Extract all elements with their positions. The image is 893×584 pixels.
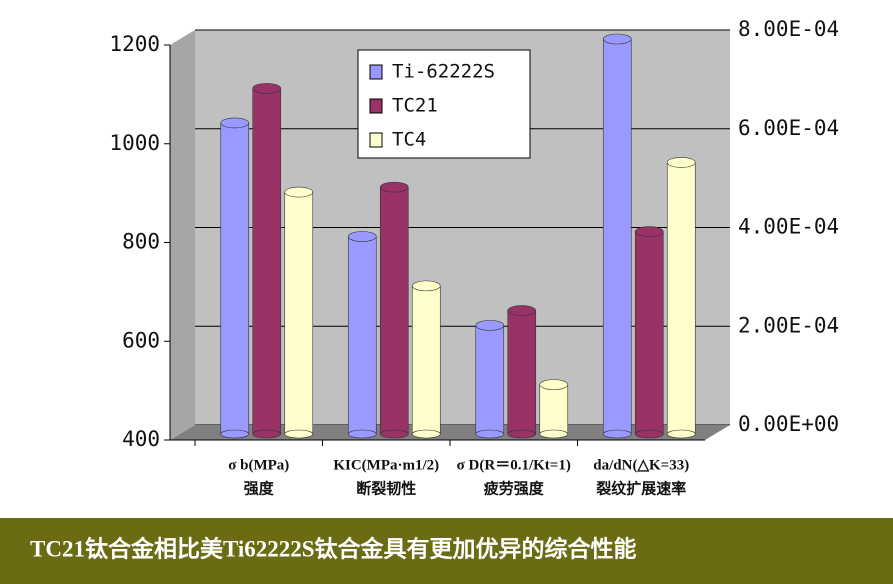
y2-tick-label: 2.00E-04: [738, 313, 839, 337]
bar-base: [507, 429, 537, 439]
side-wall: [170, 30, 195, 440]
bar-base: [602, 429, 632, 439]
legend-label: Ti-62222S: [392, 61, 495, 83]
bar-base: [475, 429, 505, 439]
bar-base: [347, 429, 377, 439]
legend-swatch: [369, 64, 383, 80]
y2-tick-label: 0.00E+00: [738, 412, 839, 436]
bar: [252, 88, 282, 435]
bar-base: [666, 429, 696, 439]
bar-top: [379, 181, 409, 193]
banner: [0, 518, 893, 584]
legend: [357, 49, 531, 159]
y-tick-label: 800: [122, 230, 160, 254]
bar: [220, 122, 250, 435]
bar-top: [411, 280, 441, 292]
bar-base: [220, 429, 250, 439]
x-tick-label: σ b(MPa): [228, 457, 289, 473]
bar: [284, 191, 314, 435]
bar-top: [634, 226, 664, 237]
bar-top: [507, 305, 537, 316]
x-tick-sublabel: 强度: [244, 479, 275, 497]
bar-base: [284, 429, 314, 439]
bar-base: [539, 429, 569, 439]
legend-swatch: [369, 132, 383, 148]
bar: [634, 231, 664, 435]
bar: [602, 38, 632, 435]
bar: [475, 325, 505, 435]
x-tick-label: da/dN(△K=33): [593, 457, 689, 473]
y2-tick-label: 6.00E-04: [738, 116, 839, 140]
y-tick-label: 1000: [109, 131, 160, 155]
bar: [507, 310, 537, 435]
banner-text: TC21钛合金相比美Ti62222S钛合金具有更加优异的综合性能: [30, 535, 637, 561]
bar: [666, 162, 696, 435]
x-tick-label: KIC(MPa·m1/2): [333, 457, 439, 473]
bar-top: [284, 186, 314, 198]
x-tick-sublabel: 裂纹扩展速率: [595, 479, 686, 497]
legend-label: TC4: [392, 129, 426, 151]
bar-top: [666, 157, 696, 168]
bar: [379, 186, 409, 435]
bar: [411, 285, 441, 435]
y2-tick-label: 4.00E-04: [738, 215, 839, 239]
y2-tick-label: 8.00E-04: [738, 17, 839, 41]
bar: [539, 384, 569, 435]
bar-top: [475, 320, 505, 331]
bar-base: [252, 429, 282, 439]
legend-swatch: [369, 98, 383, 114]
legend-label: TC21: [392, 95, 438, 117]
bar-base: [379, 429, 409, 439]
bar-top: [347, 231, 377, 242]
bar-top: [252, 83, 282, 94]
bar-top: [220, 117, 250, 129]
bars: [220, 33, 696, 439]
y-tick-label: 400: [122, 427, 160, 451]
y-tick-label: 600: [122, 328, 160, 352]
x-tick-sublabel: 疲劳强度: [484, 479, 545, 497]
bar-base: [634, 429, 664, 439]
x-tick-sublabel: 断裂韧性: [356, 479, 416, 497]
bar-top: [602, 33, 632, 45]
x-tick-label: σ D(R＝0.1/Kt=1): [457, 457, 571, 473]
bar-base: [411, 429, 441, 439]
bar-top: [539, 379, 569, 390]
bar: [347, 236, 377, 435]
y-tick-label: 1200: [109, 32, 160, 56]
